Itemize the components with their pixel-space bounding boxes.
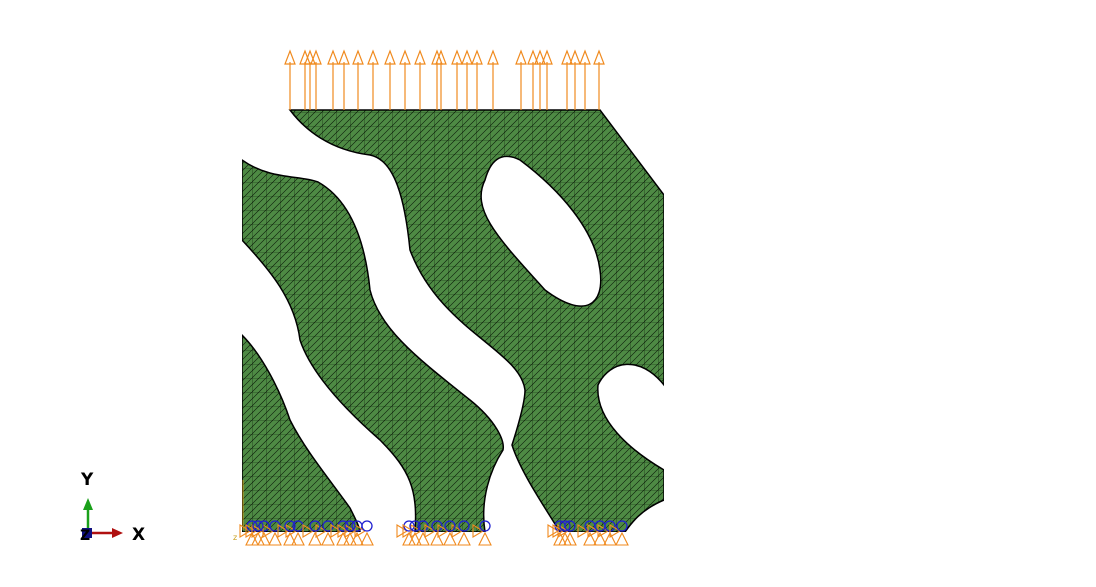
boundary-conditions bbox=[239, 520, 629, 546]
load-arrow bbox=[352, 49, 364, 110]
load-arrows bbox=[284, 49, 605, 110]
x-axis-label: X bbox=[132, 525, 145, 545]
load-arrow bbox=[515, 49, 527, 110]
y-axis-label: Y bbox=[80, 470, 94, 490]
local-triad: z bbox=[233, 480, 244, 542]
bc-symbol bbox=[609, 520, 629, 546]
strut-upper-right[interactable] bbox=[288, 109, 664, 532]
load-arrow bbox=[561, 49, 573, 110]
z-axis-marker bbox=[82, 528, 92, 538]
bc-symbol bbox=[354, 520, 374, 546]
load-arrow bbox=[384, 49, 396, 110]
load-arrow bbox=[534, 49, 546, 110]
load-arrow bbox=[338, 49, 350, 110]
global-axis-triad: Y X Z bbox=[80, 470, 145, 545]
load-arrow bbox=[327, 49, 339, 110]
load-arrow bbox=[569, 49, 581, 110]
bc-symbol bbox=[552, 520, 572, 546]
bc-symbol bbox=[396, 520, 416, 546]
bc-symbol bbox=[402, 520, 422, 546]
y-axis-arrowhead bbox=[83, 498, 93, 510]
load-arrow bbox=[399, 49, 411, 110]
x-axis-arrowhead bbox=[112, 528, 123, 538]
load-arrow bbox=[541, 49, 553, 110]
load-arrow bbox=[414, 49, 426, 110]
svg-text:z: z bbox=[233, 533, 237, 542]
load-arrow bbox=[299, 49, 311, 110]
bc-symbol bbox=[437, 520, 457, 546]
load-arrow bbox=[471, 49, 483, 110]
load-arrow bbox=[487, 49, 499, 110]
load-arrow bbox=[451, 49, 463, 110]
meshed-part[interactable] bbox=[242, 109, 664, 532]
load-arrow bbox=[579, 49, 591, 110]
strut-lower-left[interactable] bbox=[242, 333, 361, 532]
bc-symbol bbox=[337, 520, 357, 546]
bc-symbol bbox=[302, 520, 322, 546]
bc-symbol bbox=[262, 520, 282, 546]
bc-symbol bbox=[245, 520, 265, 546]
load-arrow bbox=[304, 49, 316, 110]
bc-symbol bbox=[472, 520, 492, 546]
load-arrow bbox=[284, 49, 296, 110]
load-arrow bbox=[310, 49, 322, 110]
load-arrow bbox=[527, 49, 539, 110]
z-axis-label: Z bbox=[80, 528, 90, 544]
bc-symbol bbox=[587, 520, 607, 546]
load-arrow bbox=[435, 49, 447, 110]
bc-symbol bbox=[277, 520, 297, 546]
load-arrow bbox=[593, 49, 605, 110]
strut-left[interactable] bbox=[242, 159, 504, 532]
load-arrow bbox=[461, 49, 473, 110]
load-arrow bbox=[367, 49, 379, 110]
bc-symbol bbox=[424, 520, 444, 546]
